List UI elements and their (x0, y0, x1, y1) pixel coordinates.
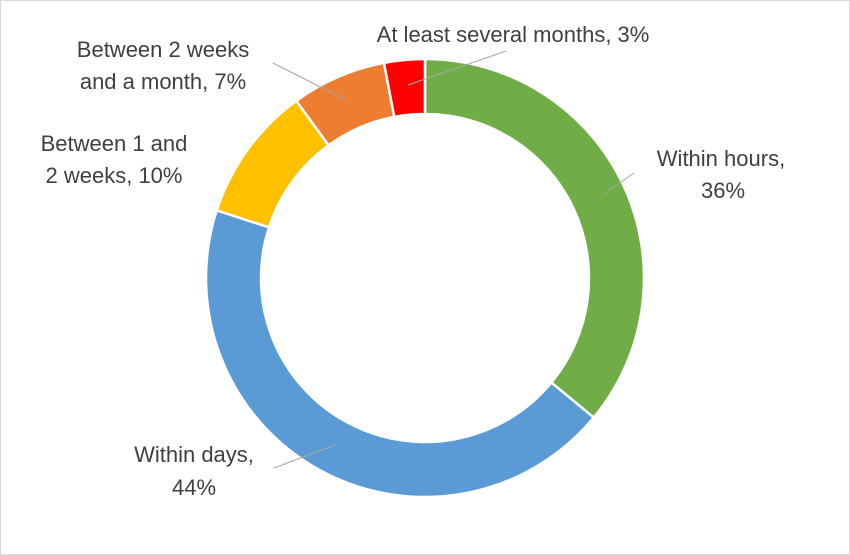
data-label-line: 44% (172, 475, 216, 500)
data-label-line: 36% (701, 178, 745, 203)
data-label-line: Within days, (134, 442, 254, 467)
donut-slice-at-least-several-months (382, 57, 427, 119)
donut-slice-within-hours (423, 57, 646, 420)
data-label-line: Between 1 and (41, 131, 188, 156)
data-label-line: At least several months, 3% (377, 22, 650, 47)
data-label-at-least-several-months: At least several months, 3% (377, 22, 650, 47)
data-label-line: Within hours, (657, 146, 785, 171)
leader-lines (272, 50, 635, 469)
data-label-line: Between 2 weeks (77, 37, 249, 62)
donut-slices (204, 57, 646, 499)
data-label-between-2-weeks-and-a-month: Between 2 weeks and a month, 7% (77, 37, 249, 94)
data-label-within-days: Within days, 44% (134, 442, 254, 500)
data-label-within-hours: Within hours, 36% (657, 146, 785, 203)
leader-line-between-2-weeks-and-a-month (272, 62, 347, 101)
donut-slice-within-days (204, 208, 596, 499)
leader-line-at-least-several-months (407, 50, 507, 86)
leader-line-within-hours (603, 172, 635, 195)
data-label-between-1-and-2-weeks: Between 1 and 2 weeks, 10% (41, 131, 188, 188)
data-label-line: 2 weeks, 10% (46, 163, 183, 188)
data-label-line: and a month, 7% (80, 69, 246, 94)
leader-line-within-days (273, 444, 336, 469)
